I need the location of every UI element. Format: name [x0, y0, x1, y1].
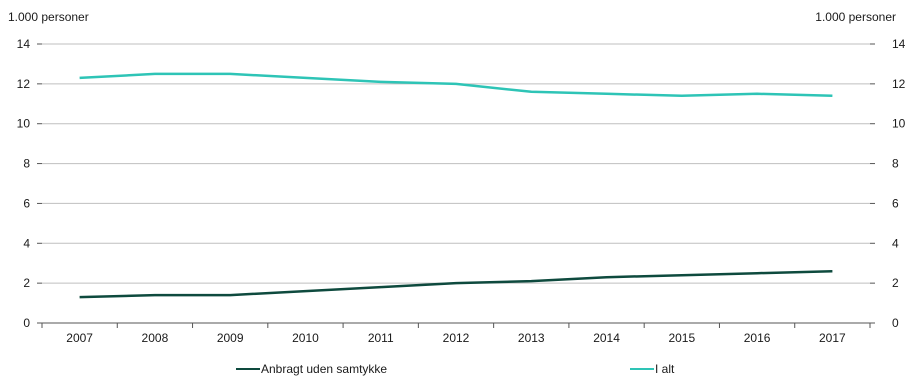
- y-axis-right-unit: 1.000 personer: [815, 10, 896, 24]
- y-tick-label-right: 2: [892, 276, 899, 290]
- y-tick-label-left: 8: [23, 157, 30, 171]
- x-tick-label: 2017: [819, 331, 846, 345]
- y-tick-label-right: 8: [892, 157, 899, 171]
- series-line-2: [79, 72, 833, 98]
- y-tick-label-right: 6: [892, 196, 899, 210]
- y-tick-label-left: 0: [23, 316, 30, 330]
- legend-item-i-alt: I alt: [630, 362, 674, 376]
- legend-swatch: [630, 368, 654, 370]
- x-tick-label: 2008: [142, 331, 169, 345]
- y-tick-label-left: 4: [23, 236, 30, 250]
- y-axis-right-ticks: 0 2 4 6 8 10 12 14: [870, 37, 906, 330]
- y-tick-label-right: 12: [892, 77, 906, 91]
- y-tick-label-right: 10: [892, 117, 906, 131]
- y-tick-label-left: 12: [17, 77, 31, 91]
- x-tick-label: 2009: [217, 331, 244, 345]
- x-axis-ticks: 2007 2008 2009 2010 2011 2012 2013 2014 2015 2016…: [41, 323, 871, 345]
- y-tick-label-left: 14: [17, 37, 31, 51]
- legend-label: I alt: [655, 362, 675, 376]
- series-line-1: [79, 269, 833, 299]
- y-tick-label-left: 2: [23, 276, 30, 290]
- x-tick-label: 2011: [368, 331, 394, 345]
- x-tick-label: 2013: [518, 331, 545, 345]
- series-lines: [79, 72, 833, 299]
- x-tick-label: 2015: [668, 331, 695, 345]
- legend-item-anbragt: Anbragt uden samtykke: [236, 362, 387, 376]
- legend-label: Anbragt uden samtykke: [261, 362, 388, 376]
- y-tick-label-left: 10: [17, 117, 31, 131]
- gridlines: [42, 43, 870, 284]
- y-axis-left-ticks: 0 2 4 6 8 10 12 14: [17, 37, 42, 330]
- y-tick-label-left: 6: [23, 196, 30, 210]
- y-tick-label-right: 4: [892, 236, 899, 250]
- y-tick-label-right: 0: [892, 316, 899, 330]
- x-tick-label: 2016: [744, 331, 771, 345]
- x-tick-label: 2012: [443, 331, 470, 345]
- x-tick-label: 2010: [292, 331, 319, 345]
- x-tick-label: 2014: [593, 331, 620, 345]
- x-tick-label: 2007: [66, 331, 93, 345]
- y-axis-left-unit: 1.000 personer: [8, 10, 89, 24]
- y-tick-label-right: 14: [892, 37, 906, 51]
- legend-swatch: [236, 368, 260, 370]
